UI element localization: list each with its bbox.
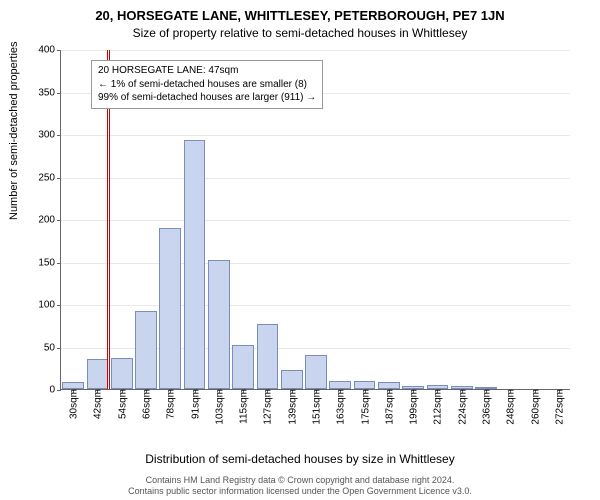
x-tick-label: 103sqm	[212, 389, 225, 425]
histogram-bar	[378, 382, 400, 389]
annotation-box: 20 HORSEGATE LANE: 47sqm← 1% of semi-det…	[91, 60, 323, 109]
histogram-bar	[159, 228, 181, 390]
y-tick-label: 200	[31, 215, 61, 226]
y-gridline	[61, 220, 570, 221]
histogram-bar	[329, 381, 351, 390]
y-tick-label: 50	[31, 342, 61, 353]
x-tick-label: 30sqm	[67, 389, 80, 419]
x-tick-label: 127sqm	[261, 389, 274, 425]
histogram-bar	[305, 355, 327, 389]
y-gridline	[61, 50, 570, 51]
x-tick-label: 151sqm	[310, 389, 323, 425]
page-title: 20, HORSEGATE LANE, WHITTLESEY, PETERBOR…	[0, 0, 600, 24]
histogram-bar	[257, 324, 279, 389]
x-tick-label: 187sqm	[382, 389, 395, 425]
x-axis-label: Distribution of semi-detached houses by …	[0, 452, 600, 466]
annotation-line: ← 1% of semi-detached houses are smaller…	[98, 78, 316, 92]
x-tick-label: 139sqm	[285, 389, 298, 425]
footer-line2: Contains public sector information licen…	[0, 486, 600, 497]
x-tick-label: 212sqm	[431, 389, 444, 425]
y-gridline	[61, 178, 570, 179]
histogram-bar	[111, 358, 133, 389]
x-tick-label: 91sqm	[188, 389, 201, 419]
histogram-bar	[232, 345, 254, 389]
x-tick-label: 66sqm	[140, 389, 153, 419]
page-subtitle: Size of property relative to semi-detach…	[0, 24, 600, 44]
histogram-bar	[354, 381, 376, 390]
y-gridline	[61, 135, 570, 136]
histogram-bar	[62, 382, 84, 389]
x-tick-label: 260sqm	[528, 389, 541, 425]
y-axis-label: Number of semi-detached properties	[8, 41, 20, 220]
histogram-bar	[135, 311, 157, 389]
y-gridline	[61, 263, 570, 264]
x-tick-label: 175sqm	[358, 389, 371, 425]
y-tick-label: 400	[31, 45, 61, 56]
y-tick-label: 0	[31, 385, 61, 396]
y-tick-label: 300	[31, 130, 61, 141]
x-tick-label: 54sqm	[115, 389, 128, 419]
histogram-bar	[281, 370, 303, 389]
chart-plot-area: 05010015020025030035040030sqm42sqm54sqm6…	[60, 50, 570, 390]
footer-line1: Contains HM Land Registry data © Crown c…	[0, 475, 600, 486]
y-tick-label: 100	[31, 300, 61, 311]
histogram-bar	[208, 260, 230, 389]
y-tick-label: 250	[31, 172, 61, 183]
y-tick-label: 150	[31, 257, 61, 268]
y-gridline	[61, 305, 570, 306]
x-tick-label: 42sqm	[91, 389, 104, 419]
annotation-line: 99% of semi-detached houses are larger (…	[98, 91, 316, 105]
x-tick-label: 115sqm	[237, 389, 250, 424]
x-tick-label: 224sqm	[455, 389, 468, 425]
x-tick-label: 78sqm	[164, 389, 177, 419]
x-tick-label: 236sqm	[480, 389, 493, 425]
footer-attribution: Contains HM Land Registry data © Crown c…	[0, 475, 600, 500]
annotation-line: 20 HORSEGATE LANE: 47sqm	[98, 64, 316, 78]
x-tick-label: 163sqm	[334, 389, 347, 425]
histogram-bar	[87, 359, 109, 389]
x-tick-label: 272sqm	[552, 389, 565, 425]
histogram-bar	[184, 140, 206, 389]
x-tick-label: 248sqm	[504, 389, 517, 425]
x-tick-label: 199sqm	[407, 389, 420, 425]
y-tick-label: 350	[31, 87, 61, 98]
